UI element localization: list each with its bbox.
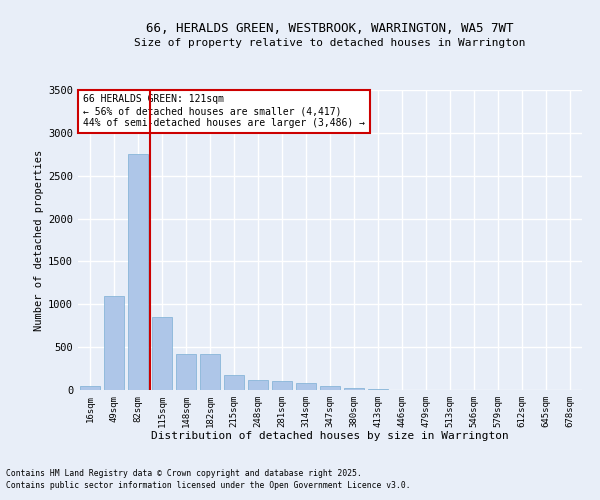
Bar (104, 296, 124, 390)
Text: 66, HERALDS GREEN, WESTBROOK, WARRINGTON, WA5 7WT: 66, HERALDS GREEN, WESTBROOK, WARRINGTON… (146, 22, 514, 36)
X-axis label: Distribution of detached houses by size in Warrington: Distribution of detached houses by size … (151, 432, 509, 442)
Bar (248, 380, 268, 390)
Bar (368, 389, 388, 390)
Y-axis label: Number of detached properties: Number of detached properties (34, 150, 44, 330)
Bar (224, 375, 244, 390)
Bar (272, 382, 292, 390)
Text: Size of property relative to detached houses in Warrington: Size of property relative to detached ho… (134, 38, 526, 48)
Bar (200, 354, 220, 390)
Bar (176, 354, 196, 390)
Text: Contains HM Land Registry data © Crown copyright and database right 2025.: Contains HM Land Registry data © Crown c… (6, 468, 362, 477)
Bar (296, 383, 316, 390)
Bar (344, 388, 364, 390)
Bar (320, 386, 340, 390)
Text: Contains public sector information licensed under the Open Government Licence v3: Contains public sector information licen… (6, 481, 410, 490)
Bar (80, 386, 100, 390)
Text: 66 HERALDS GREEN: 121sqm
← 56% of detached houses are smaller (4,417)
44% of sem: 66 HERALDS GREEN: 121sqm ← 56% of detach… (83, 94, 365, 128)
Bar (128, 154, 148, 390)
Bar (152, 317, 172, 390)
